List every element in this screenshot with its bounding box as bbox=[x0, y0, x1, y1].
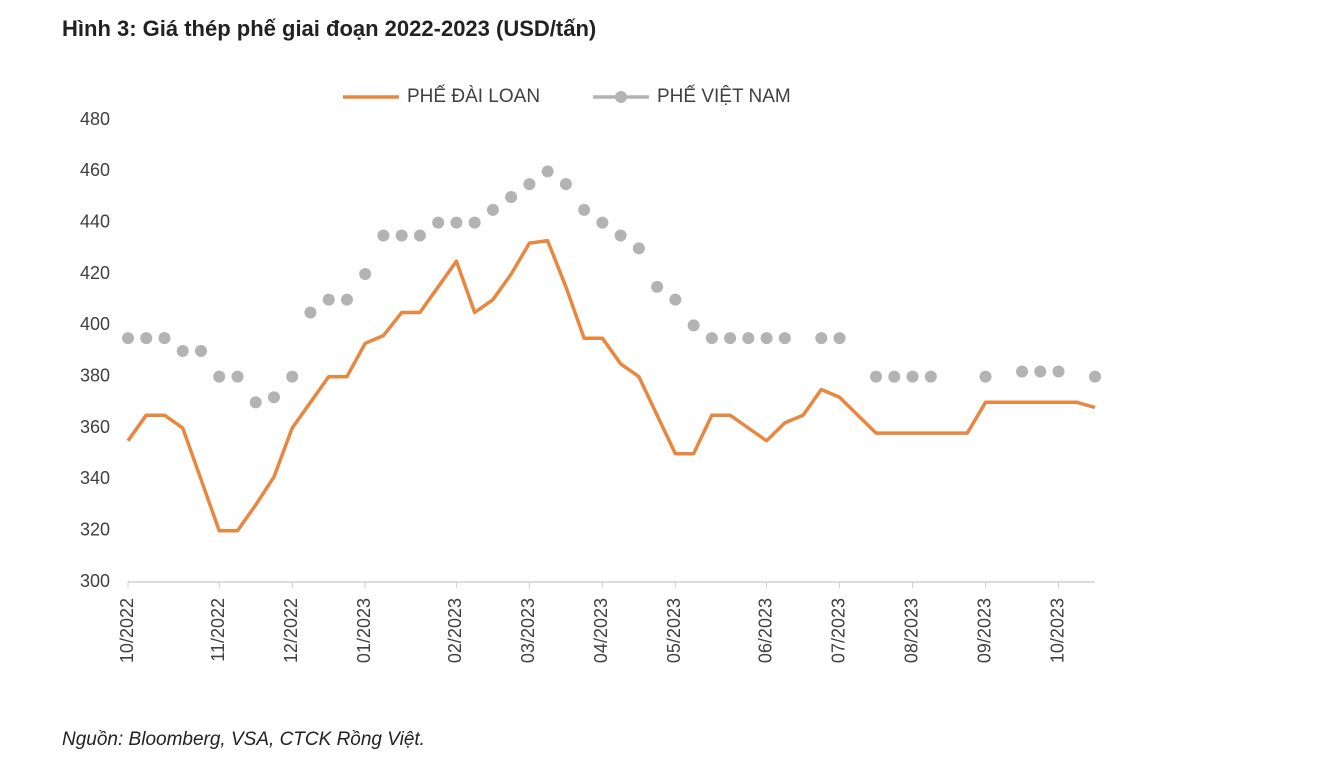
data-point bbox=[541, 165, 554, 178]
data-point bbox=[833, 332, 846, 345]
source: Nguồn: Bloomberg, VSA, CTCK Rồng Việt. bbox=[62, 729, 425, 750]
data-point bbox=[1016, 365, 1029, 378]
data-point bbox=[705, 332, 718, 345]
data-point bbox=[158, 332, 171, 345]
data-point bbox=[486, 203, 499, 216]
data-point bbox=[760, 332, 773, 345]
data-point bbox=[450, 216, 463, 229]
data-point bbox=[1034, 365, 1047, 378]
y-tick-label: 400 bbox=[80, 314, 110, 334]
x-tick-label: 05/2023 bbox=[664, 598, 684, 663]
data-point bbox=[359, 268, 372, 280]
legend-marker bbox=[615, 91, 627, 103]
data-point bbox=[578, 203, 591, 216]
x-tick-label: 08/2023 bbox=[901, 598, 921, 663]
y-tick-label: 320 bbox=[80, 519, 110, 539]
data-point bbox=[924, 370, 937, 383]
data-point bbox=[249, 396, 262, 409]
data-point bbox=[1052, 365, 1065, 378]
x-tick-label: 02/2023 bbox=[445, 598, 465, 663]
data-point bbox=[505, 191, 518, 203]
data-point bbox=[523, 178, 536, 191]
data-point bbox=[742, 332, 755, 345]
data-point bbox=[614, 229, 627, 242]
data-point bbox=[194, 345, 207, 357]
y-tick-label: 460 bbox=[80, 160, 110, 180]
y-tick-label: 420 bbox=[80, 263, 110, 283]
y-tick-label: 340 bbox=[80, 468, 110, 488]
x-tick-label: 03/2023 bbox=[518, 598, 538, 663]
data-point bbox=[395, 229, 408, 242]
data-point bbox=[432, 216, 445, 229]
x-tick-label: 10/2023 bbox=[1047, 598, 1067, 663]
data-point bbox=[870, 370, 883, 383]
data-point bbox=[231, 370, 244, 383]
data-point bbox=[413, 229, 426, 242]
y-tick-label: 360 bbox=[80, 417, 110, 437]
data-point bbox=[669, 293, 682, 306]
y-tick-label: 300 bbox=[80, 571, 110, 591]
x-tick-label: 11/2022 bbox=[208, 598, 228, 662]
data-line bbox=[126, 238, 1096, 533]
data-point bbox=[140, 332, 153, 345]
x-tick-label: 04/2023 bbox=[591, 598, 611, 663]
y-tick-label: 480 bbox=[80, 109, 110, 129]
data-point bbox=[122, 332, 134, 345]
data-point bbox=[888, 370, 901, 383]
data-point bbox=[815, 332, 828, 345]
data-point bbox=[687, 319, 700, 332]
data-point bbox=[651, 280, 664, 293]
data-point bbox=[267, 391, 280, 404]
x-tick-label: 07/2023 bbox=[828, 598, 848, 663]
data-point bbox=[1089, 370, 1101, 383]
data-point bbox=[340, 293, 353, 306]
data-point bbox=[906, 370, 919, 383]
data-point bbox=[322, 293, 335, 306]
chart-title: Hình 3: Giá thép phế giai đoạn 2022-2023… bbox=[62, 16, 596, 41]
data-point bbox=[213, 370, 226, 383]
data-point bbox=[596, 216, 609, 229]
data-point bbox=[377, 229, 390, 242]
x-tick-label: 10/2022 bbox=[117, 598, 137, 663]
x-tick-label: 06/2023 bbox=[755, 598, 775, 663]
x-tick-label: 01/2023 bbox=[354, 598, 374, 663]
data-point bbox=[979, 370, 992, 383]
y-tick-label: 380 bbox=[80, 365, 110, 385]
data-point bbox=[176, 345, 189, 357]
data-point bbox=[286, 370, 299, 383]
y-tick-label: 440 bbox=[80, 211, 110, 231]
data-point bbox=[468, 216, 481, 229]
data-point bbox=[559, 178, 572, 191]
legend-label: PHẾ VIỆT NAM bbox=[657, 85, 791, 107]
data-point bbox=[632, 242, 645, 255]
legend-label: PHẾ ĐÀI LOAN bbox=[407, 85, 540, 107]
data-point bbox=[724, 332, 737, 345]
x-tick-label: 09/2023 bbox=[974, 598, 994, 663]
data-point bbox=[778, 332, 791, 345]
x-tick-label: 12/2022 bbox=[281, 598, 301, 663]
data-point bbox=[304, 306, 317, 319]
